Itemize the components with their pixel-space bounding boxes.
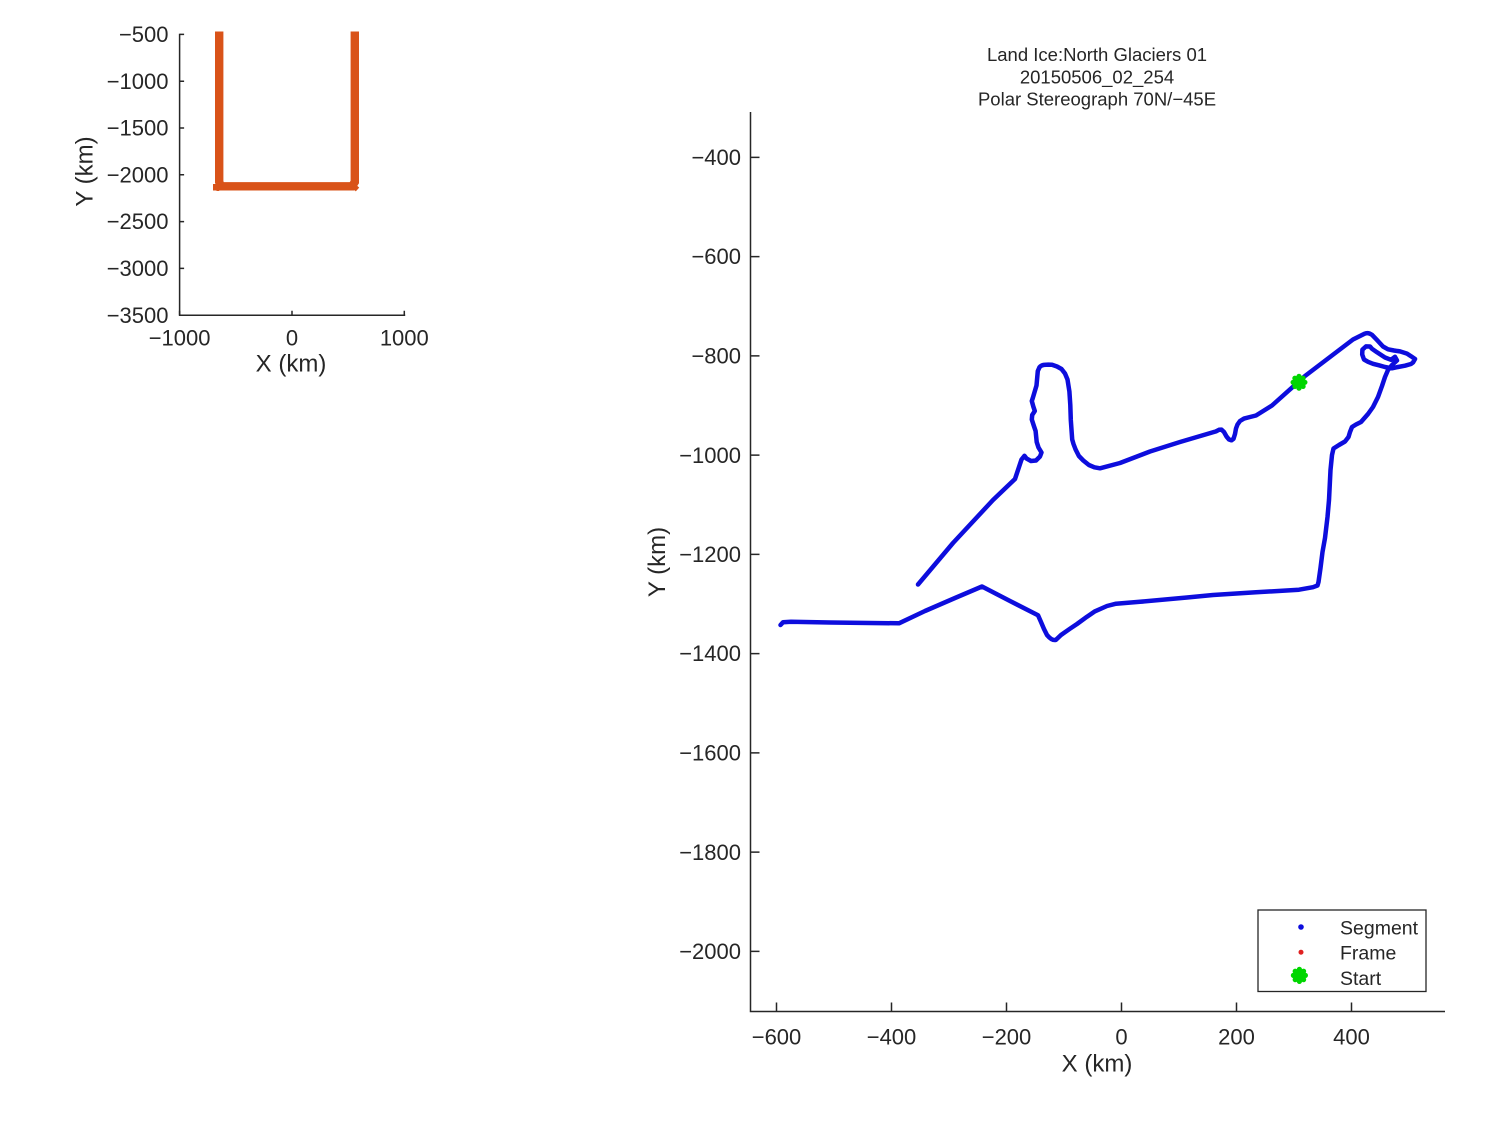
svg-text:−400: −400	[867, 1025, 917, 1050]
svg-text:X (km): X (km)	[1062, 1051, 1133, 1078]
svg-text:−1000: −1000	[149, 326, 211, 351]
svg-text:−2000: −2000	[107, 162, 169, 187]
svg-text:0: 0	[1115, 1025, 1127, 1050]
svg-text:−1500: −1500	[107, 116, 169, 141]
svg-text:Start: Start	[1340, 968, 1382, 990]
svg-text:400: 400	[1333, 1025, 1370, 1050]
svg-text:−600: −600	[752, 1025, 802, 1050]
svg-text:−3000: −3000	[107, 256, 169, 281]
svg-text:−1800: −1800	[679, 840, 741, 865]
svg-text:20150506_02_254: 20150506_02_254	[1020, 66, 1174, 88]
svg-text:−1400: −1400	[679, 641, 741, 666]
svg-text:Land Ice:North Glaciers 01: Land Ice:North Glaciers 01	[987, 44, 1207, 65]
svg-text:Segment: Segment	[1340, 918, 1419, 940]
svg-text:X (km): X (km)	[256, 351, 327, 378]
svg-text:−1200: −1200	[679, 542, 741, 567]
svg-text:Y (km): Y (km)	[72, 136, 99, 206]
svg-text:−200: −200	[982, 1025, 1032, 1050]
svg-text:−500: −500	[119, 22, 169, 47]
svg-text:−2500: −2500	[107, 209, 169, 234]
svg-text:Polar Stereograph 70N/−45E: Polar Stereograph 70N/−45E	[978, 89, 1216, 110]
svg-text:−600: −600	[691, 244, 741, 269]
svg-text:1000: 1000	[380, 326, 429, 351]
svg-text:−1600: −1600	[679, 741, 741, 766]
svg-text:−2000: −2000	[679, 939, 741, 964]
svg-text:−800: −800	[691, 344, 741, 369]
svg-text:Frame: Frame	[1340, 943, 1396, 965]
svg-text:Y (km): Y (km)	[644, 527, 671, 597]
svg-text:−1000: −1000	[107, 69, 169, 94]
svg-text:0: 0	[286, 326, 298, 351]
svg-text:−400: −400	[691, 145, 741, 170]
svg-text:−1000: −1000	[679, 443, 741, 468]
svg-text:−3500: −3500	[107, 303, 169, 328]
svg-text:200: 200	[1218, 1025, 1255, 1050]
